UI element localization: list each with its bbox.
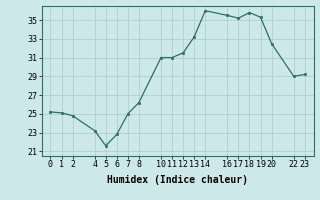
X-axis label: Humidex (Indice chaleur): Humidex (Indice chaleur) (107, 175, 248, 185)
